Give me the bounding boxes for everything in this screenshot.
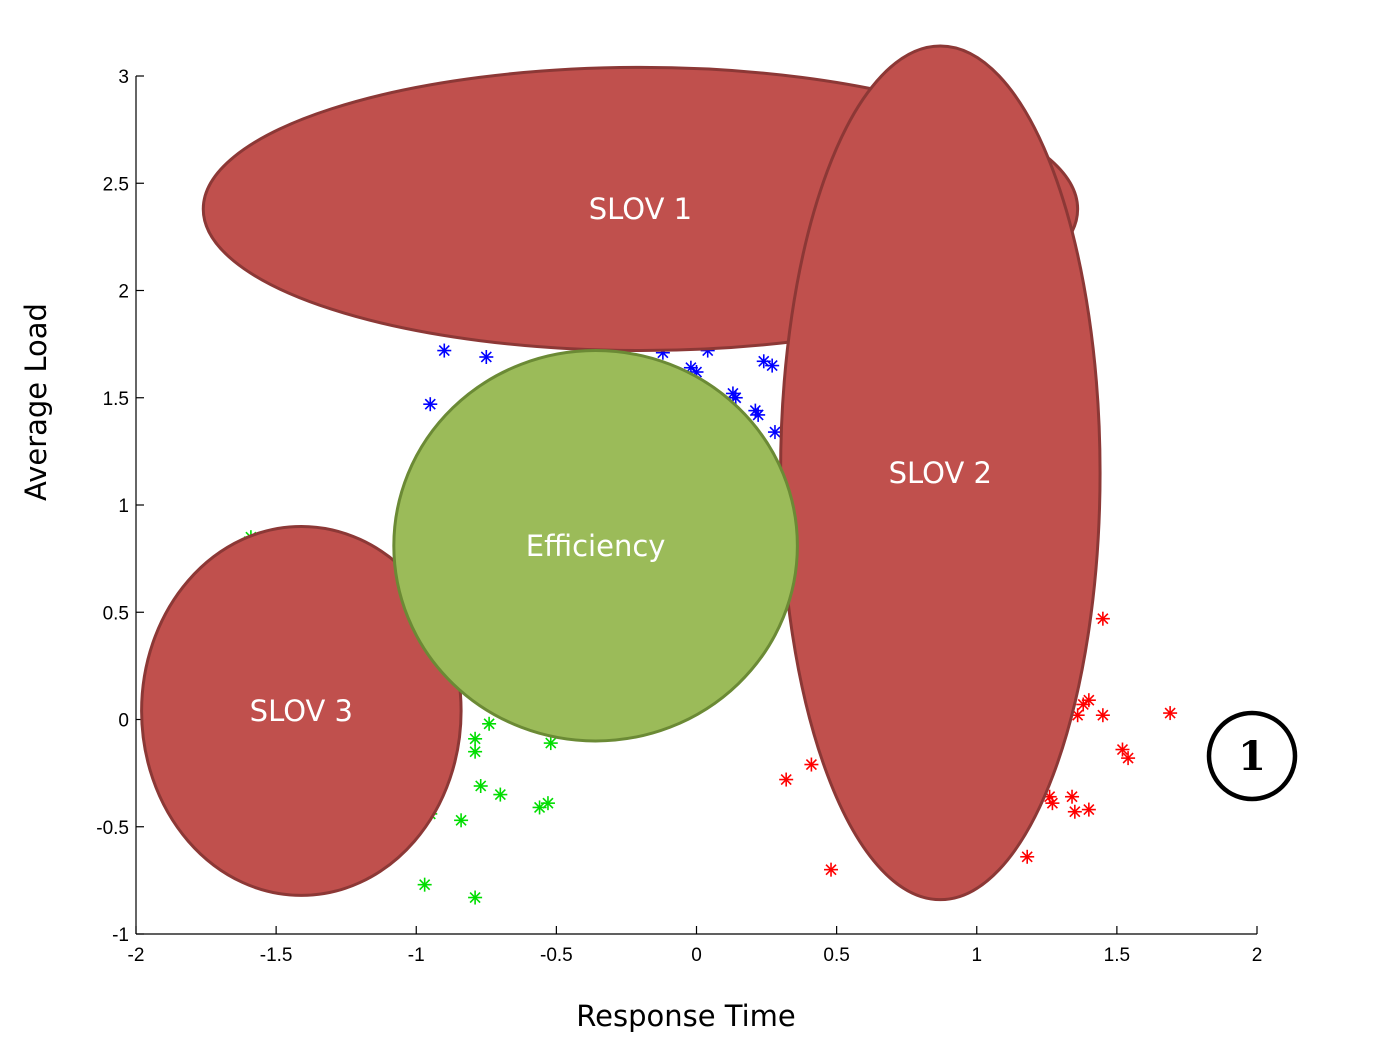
blue-point (751, 407, 766, 422)
red-point (824, 862, 839, 877)
blue-point (479, 349, 494, 364)
green-point (454, 813, 469, 828)
red-point (1115, 742, 1130, 757)
x-tick-label: 0 (691, 945, 702, 966)
green-point (540, 796, 555, 811)
region-label: SLOV 3 (250, 694, 353, 728)
red-point (1067, 804, 1082, 819)
badge-number: 1 (1238, 733, 1266, 780)
blue-point (423, 397, 438, 412)
x-tick-label: 0.5 (823, 945, 849, 966)
blue-point (728, 390, 743, 405)
x-tick-label: -1 (408, 945, 425, 966)
green-point (468, 744, 483, 759)
y-tick-label: -0.5 (96, 818, 129, 839)
x-tick-label: 1 (971, 945, 982, 966)
y-tick-label: 2.5 (103, 174, 129, 195)
red-point (1065, 789, 1080, 804)
green-point (468, 890, 483, 905)
green-point (417, 877, 432, 892)
y-tick-label: 2 (118, 282, 129, 303)
region-slov-3: SLOV 3 (140, 524, 463, 897)
region-label: SLOV 1 (589, 192, 692, 226)
green-point (468, 731, 483, 746)
x-axis-title: Response Time (576, 999, 795, 1033)
red-point (1163, 706, 1178, 721)
x-tick-label: 1.5 (1104, 945, 1130, 966)
y-tick-label: 3 (118, 67, 129, 88)
scenario-badge: 1 (1206, 710, 1298, 802)
badge-circle (1206, 710, 1298, 802)
region-shape (140, 524, 463, 897)
region-label: SLOV 2 (889, 456, 992, 490)
red-point (1095, 611, 1110, 626)
x-tick-label: 2 (1252, 945, 1263, 966)
region-label: Efficiency (526, 529, 666, 563)
y-tick-label: 0.5 (103, 603, 129, 624)
red-point (779, 772, 794, 787)
green-point (493, 787, 508, 802)
red-point (1045, 796, 1060, 811)
region-shape (392, 349, 799, 743)
region-efficiency: Efficiency (392, 349, 799, 743)
slov-regions: SLOV 1 SLOV 2 SLOV 3 Efficiency (140, 44, 1102, 902)
green-point (473, 778, 488, 793)
blue-point (765, 358, 780, 373)
red-point (1081, 802, 1096, 817)
red-point (804, 757, 819, 772)
y-tick-label: -1 (112, 925, 129, 946)
region-slov-2: SLOV 2 (779, 44, 1102, 902)
x-tick-label: -1.5 (260, 945, 293, 966)
y-tick-label: 1.5 (103, 389, 129, 410)
blue-point (756, 354, 771, 369)
y-tick-label: 1 (118, 496, 129, 517)
red-point (1121, 751, 1136, 766)
blue-point (767, 425, 782, 440)
y-axis-title: Average Load (19, 303, 53, 501)
blue-point (437, 343, 452, 358)
y-tick-label: 0 (118, 711, 129, 732)
red-point (1095, 708, 1110, 723)
x-tick-label: -0.5 (540, 945, 573, 966)
x-tick-label: -2 (128, 945, 145, 966)
red-point (1020, 849, 1035, 864)
axes: -2 -1.5 -1 -0.5 0 0.5 1 1.5 2 -1 -0.5 0 0.5 1 1.5 2 2.5 3 (96, 67, 1262, 966)
green-point (482, 716, 497, 731)
red-point (1076, 697, 1091, 712)
green-point (543, 736, 558, 751)
